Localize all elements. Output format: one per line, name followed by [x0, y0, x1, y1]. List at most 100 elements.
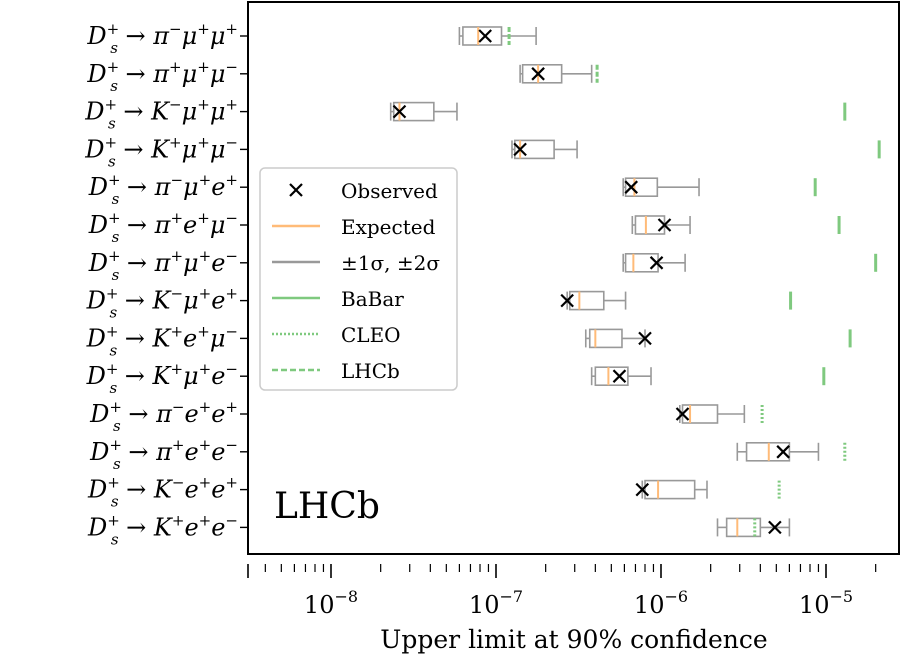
- label-particle-3-charge: +: [225, 285, 238, 303]
- x-tick-label-base: 10: [799, 591, 830, 619]
- legend-cleo-label: CLEO: [341, 323, 401, 347]
- label-particle-1-charge: −: [170, 171, 183, 189]
- label-particle-2: e: [183, 211, 197, 239]
- observed-cross-stroke: [392, 104, 407, 119]
- label-particle-2-charge: +: [199, 436, 212, 454]
- channel-label: D+ s → π−μ+μ+: [86, 20, 238, 57]
- label-particle-2: e: [183, 324, 197, 352]
- label-dmeson-charge: +: [104, 133, 117, 151]
- channel-label: D+ s → K+μ+μ−: [84, 133, 238, 170]
- label-particle-2-charge: +: [199, 171, 212, 189]
- label-dmeson-charge: +: [108, 171, 121, 189]
- label-particle-3: e: [211, 476, 225, 504]
- x-tick-label-exponent: −6: [664, 587, 688, 606]
- label-particle-2-charge: +: [197, 58, 210, 76]
- observed-cross-stroke: [531, 67, 545, 81]
- label-dmeson-charge: +: [109, 398, 122, 416]
- label-dmeson: D: [88, 249, 108, 277]
- observed-marker: [392, 104, 407, 119]
- label-dmeson-flavor: s: [112, 190, 120, 208]
- sigma1-box: [634, 215, 666, 235]
- observed-cross-stroke: [478, 29, 492, 43]
- label-arrow: →: [117, 362, 152, 390]
- label-particle-1: K: [153, 513, 174, 541]
- label-particle-3: e: [211, 173, 225, 201]
- label-particle-1-charge: +: [170, 209, 183, 227]
- channel-row-11: [736, 441, 847, 462]
- label-particle-3-charge: +: [225, 171, 238, 189]
- channel-row-0: [458, 26, 537, 46]
- channel-label: D+ s → K+e+μ−: [86, 322, 238, 359]
- label-dmeson-flavor: s: [111, 530, 119, 548]
- label-particle-3: e: [211, 400, 225, 428]
- observed-cross-stroke: [649, 256, 664, 270]
- label-dmeson: D: [86, 287, 106, 315]
- label-particle-2-charge: +: [197, 133, 210, 151]
- channel-label: D+ s → π−μ+e+: [88, 171, 238, 208]
- label-dmeson-charge: +: [107, 58, 120, 76]
- channel-row-10: [675, 404, 764, 424]
- label-particle-2-charge: +: [199, 474, 212, 492]
- observed-cross-stroke: [612, 369, 627, 383]
- label-dmeson: D: [86, 324, 106, 352]
- label-dmeson: D: [88, 211, 108, 239]
- legend-bands-label: ±1σ, ±2σ: [341, 251, 440, 275]
- label-particle-3-charge: −: [225, 133, 238, 151]
- sigma1-box: [521, 64, 563, 84]
- label-dmeson-flavor: s: [108, 152, 116, 170]
- channel-row-8: [584, 328, 852, 349]
- label-particle-3-charge: +: [225, 398, 238, 416]
- label-particle-1-charge: −: [169, 96, 182, 114]
- label-particle-3: μ: [210, 135, 226, 163]
- legend-observed-label: Observed: [341, 179, 438, 203]
- label-particle-3-charge: −: [225, 436, 238, 454]
- label-dmeson: D: [89, 438, 109, 466]
- label-particle-3-charge: −: [225, 58, 238, 76]
- label-particle-3-charge: −: [225, 322, 238, 340]
- label-dmeson: D: [87, 476, 107, 504]
- channel-row-12: [635, 479, 781, 500]
- label-particle-2-charge: +: [199, 398, 212, 416]
- label-particle-3: e: [211, 513, 225, 541]
- channel-label: D+ s → K+e+e−: [87, 511, 238, 548]
- label-particle-3: e: [211, 249, 225, 277]
- label-particle-1: π: [154, 211, 172, 239]
- legend-expected-label: Expected: [341, 215, 436, 239]
- label-dmeson: D: [86, 22, 106, 50]
- label-particle-1-charge: +: [169, 58, 182, 76]
- label-dmeson-flavor: s: [109, 379, 117, 397]
- label-particle-3-charge: −: [225, 360, 238, 378]
- sigma1-box: [588, 328, 623, 349]
- observed-cross-stroke: [624, 180, 639, 194]
- channel-label: D+ s → K−e+e+: [87, 474, 238, 511]
- label-particle-1: π: [155, 400, 173, 428]
- label-particle-1-charge: +: [172, 511, 185, 529]
- label-particle-1-charge: −: [172, 474, 185, 492]
- label-dmeson-charge: +: [107, 474, 120, 492]
- label-particle-2: μ: [183, 173, 199, 201]
- label-particle-1-charge: +: [172, 436, 185, 454]
- x-tick-label-base: 10: [634, 591, 665, 619]
- label-particle-1: K: [150, 98, 171, 126]
- label-arrow: →: [118, 60, 153, 88]
- label-particle-1-charge: −: [172, 398, 185, 416]
- label-particle-1: K: [152, 324, 173, 352]
- observed-marker: [513, 142, 527, 157]
- x-tick-label-exponent: −5: [829, 587, 853, 606]
- label-dmeson-flavor: s: [109, 341, 117, 359]
- x-tick-label: 10−7: [469, 587, 523, 619]
- label-particle-3: μ: [210, 324, 226, 352]
- observed-marker: [649, 256, 664, 270]
- label-arrow: →: [121, 438, 156, 466]
- label-particle-3: μ: [210, 22, 226, 50]
- channel-row-5: [631, 215, 841, 235]
- observed-cross-stroke: [657, 218, 672, 232]
- channel-label: D+ s → K+μ+e−: [86, 360, 238, 397]
- label-particle-1: π: [152, 60, 170, 88]
- label-particle-2-charge: +: [199, 511, 212, 529]
- label-particle-3: μ: [210, 60, 226, 88]
- x-axis-label: Upper limit at 90% confidence: [380, 625, 767, 654]
- label-particle-3-charge: +: [225, 20, 238, 38]
- legend-observed-icon: [289, 183, 303, 197]
- plot-frame: [247, 1, 900, 555]
